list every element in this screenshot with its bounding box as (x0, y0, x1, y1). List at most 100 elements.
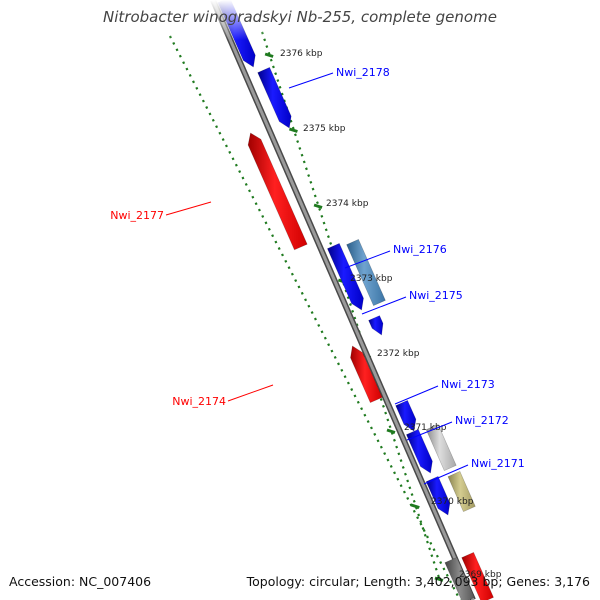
tick-dot (384, 411, 388, 415)
gene-leader-line (406, 421, 453, 441)
tick-dot (311, 187, 315, 191)
tick-dot (412, 509, 416, 513)
tick-dot (234, 163, 238, 167)
tick-dot (313, 317, 317, 321)
tick-dot (419, 522, 423, 526)
tick-dot (307, 174, 311, 177)
tick-dot (388, 425, 392, 429)
gene-label[interactable]: Nwi_2177 (110, 209, 164, 222)
tick-dot (291, 126, 295, 130)
tick-dot (412, 499, 416, 503)
tick-dot (326, 235, 330, 239)
tick-dot (304, 167, 308, 171)
tick-dot (271, 234, 275, 238)
tick-dot (410, 493, 414, 497)
tick-dot (333, 356, 337, 359)
tick-dot (293, 133, 297, 137)
tick-dot (402, 490, 406, 494)
tick-dot (257, 208, 261, 212)
tick-dot (381, 404, 385, 408)
tick-dot (403, 472, 407, 476)
tick-dot (172, 41, 176, 45)
tick-dot (370, 426, 373, 430)
tick-dot (350, 388, 354, 391)
tick-dot (395, 445, 399, 449)
tick-dot (238, 170, 242, 174)
gene-arrow-nwi-2173 (395, 400, 417, 432)
tick-dot (274, 72, 278, 76)
tick-dot (188, 74, 192, 77)
tick-dot (396, 477, 400, 481)
tick-dot (175, 48, 179, 52)
gene-arrow-nwi-2176 (327, 243, 364, 311)
gene-label[interactable]: Nwi_2171 (471, 457, 525, 470)
tick-dot (296, 140, 300, 144)
tick-dot (290, 272, 294, 276)
tick-dot (269, 58, 273, 62)
tick-dot (211, 118, 215, 122)
gene-label[interactable]: Nwi_2175 (409, 289, 463, 302)
backbone-line (211, 0, 475, 600)
tick-dot (274, 240, 278, 244)
gene-label[interactable]: Nwi_2174 (172, 395, 226, 408)
tick-dot (423, 533, 427, 537)
tick-dot (192, 80, 195, 84)
backbone-layer (210, 0, 476, 600)
tick-dot (289, 119, 293, 123)
tick-dot (399, 484, 403, 488)
tick-dot (276, 79, 280, 82)
gene-label[interactable]: Nwi_2178 (336, 66, 390, 79)
tick-dot (313, 194, 317, 198)
major-tick (264, 52, 274, 58)
tick-dot (436, 574, 440, 578)
gene-layer (217, 0, 494, 600)
tick-dot (323, 336, 327, 340)
tick-dot (264, 221, 268, 225)
gene-leader-line (423, 464, 469, 485)
tick-dot (327, 343, 331, 347)
tick-dot (195, 86, 199, 90)
tick-dot (265, 45, 269, 49)
tick-dot (397, 452, 401, 456)
tick-dot (244, 182, 248, 186)
top-fade (0, 0, 600, 40)
tick-dot (182, 61, 186, 65)
tick-dot (278, 85, 282, 89)
tick-dot (343, 375, 347, 379)
tick-dot (348, 303, 352, 306)
tick-dot (267, 227, 271, 231)
kbp-tick-label: 2372 kbp (377, 349, 420, 359)
tick-dot (208, 112, 212, 116)
tick-dot (300, 153, 304, 157)
tick-dot (241, 176, 245, 180)
tick-dot (426, 535, 429, 539)
tick-dot (432, 560, 436, 564)
tick-dot (406, 497, 410, 500)
tick-dot (449, 580, 453, 584)
tick-dot (429, 541, 433, 545)
tick-dot (281, 253, 284, 257)
gene-arrow-nwi-2171 (425, 476, 451, 516)
tick-dot (386, 458, 390, 462)
tick-dot (401, 465, 405, 469)
tick-layer (168, 31, 462, 600)
gene-label[interactable]: Nwi_2176 (393, 243, 447, 256)
tick-dot (302, 160, 306, 164)
gene-label[interactable]: Nwi_2172 (455, 414, 509, 427)
tick-dot (353, 316, 357, 320)
tick-dot (178, 54, 182, 58)
tick-dot (271, 65, 275, 69)
tick-dot (445, 573, 449, 577)
tick-dot (320, 214, 324, 218)
label-layer: 2376 kbp 2375 kbp 2374 kbp 2373 kbp 2372 kbp… (110, 49, 525, 580)
tick-dot (307, 304, 311, 308)
major-tick (288, 127, 298, 133)
tick-dot (421, 527, 425, 530)
gene-label[interactable]: Nwi_2173 (441, 378, 495, 391)
tick-dot (297, 285, 301, 289)
tick-dot (201, 99, 205, 103)
gene-arrow-nwi-2178 (257, 67, 292, 129)
major-tick (434, 576, 444, 582)
tick-dot (435, 554, 439, 558)
